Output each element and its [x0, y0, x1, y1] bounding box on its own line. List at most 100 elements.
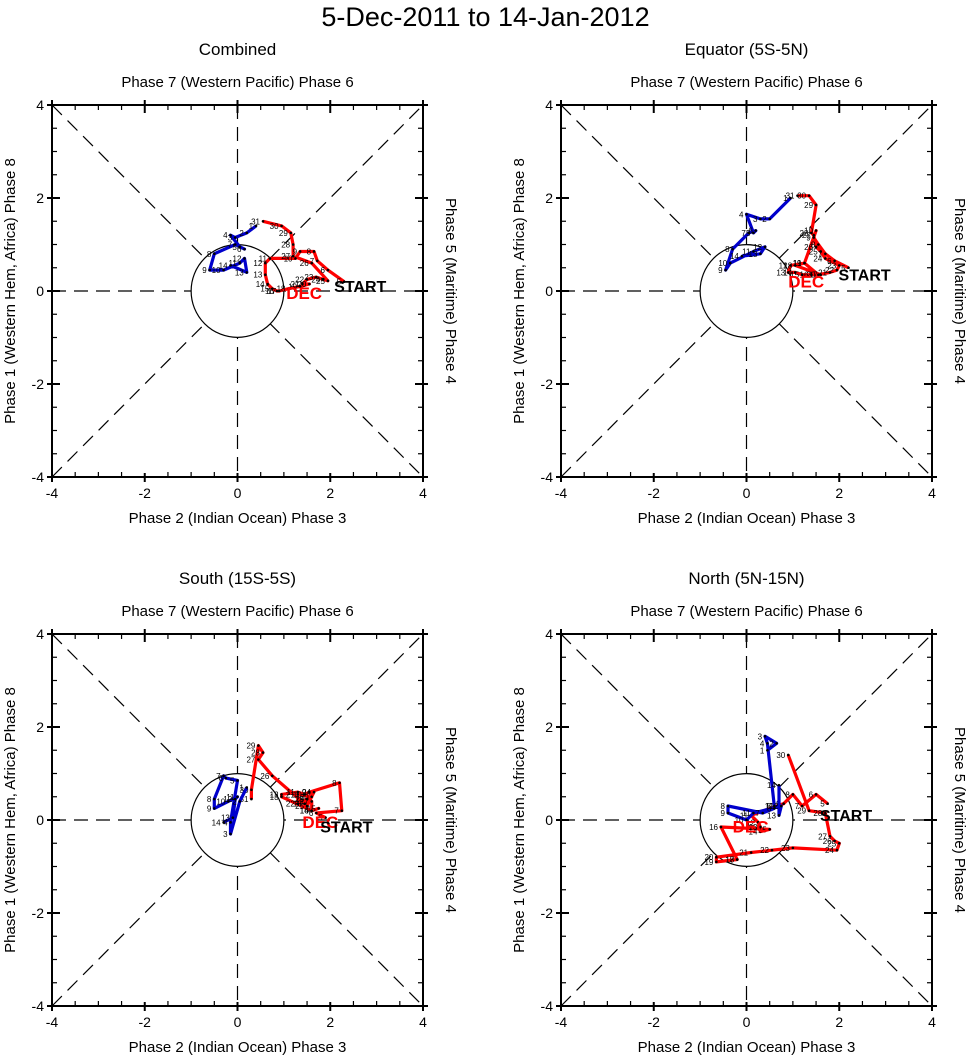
day-label: 11 [286, 788, 295, 797]
day-marker [828, 834, 832, 838]
day-label: 14 [783, 268, 792, 277]
day-label: 23 [827, 261, 836, 270]
day-label: 13 [235, 268, 244, 277]
day-label: 3 [758, 732, 763, 741]
day-marker [296, 793, 300, 796]
day-marker [833, 259, 836, 263]
day-label: 3 [753, 215, 758, 224]
day-label: 19 [295, 795, 304, 804]
day-marker [280, 795, 283, 799]
x-tick-label: -2 [139, 1014, 152, 1030]
day-marker [726, 804, 730, 808]
day-marker [224, 776, 228, 780]
y-tick-label: 2 [36, 190, 44, 206]
day-marker [766, 748, 769, 752]
day-label: 9 [806, 234, 811, 243]
day-label: 12 [779, 261, 788, 270]
day-label: 17 [725, 856, 734, 865]
day-marker [229, 821, 232, 824]
day-marker [291, 243, 295, 246]
day-label: 10 [284, 254, 293, 263]
day-label: 19 [793, 259, 802, 268]
day-label: 17 [809, 271, 818, 280]
day-label: 7 [334, 807, 339, 816]
left-axis-label: Phase 1 (Western Hem, Africa) Phase 8 [511, 158, 528, 424]
day-label: 6 [809, 790, 814, 799]
day-marker [245, 231, 249, 235]
day-label: 10 [735, 816, 744, 825]
y-tick-label: -4 [32, 998, 45, 1014]
x-tick-label: 4 [419, 1014, 427, 1030]
day-marker [213, 797, 216, 801]
day-label: 6 [320, 266, 325, 275]
day-marker [807, 194, 811, 197]
day-marker [824, 257, 827, 260]
day-label: 25 [827, 839, 836, 848]
day-label: 8 [785, 790, 790, 799]
day-label: 7 [818, 250, 823, 259]
day-label: 12 [253, 259, 262, 268]
x-tick-label: 4 [928, 1014, 936, 1030]
day-marker [800, 273, 804, 277]
day-label: 14 [256, 280, 265, 289]
panel-title: North (5N-15N) [688, 569, 804, 588]
y-tick-label: -2 [541, 905, 554, 921]
day-marker [828, 271, 832, 274]
day-marker [294, 257, 297, 260]
day-label: 8 [720, 802, 725, 811]
day-marker [275, 289, 279, 293]
day-marker [301, 282, 304, 286]
day-label: 1 [249, 222, 254, 231]
day-label: 26 [804, 243, 813, 252]
day-label: 12 [746, 818, 755, 827]
day-label: 16 [265, 287, 274, 296]
day-label: 13 [776, 268, 785, 277]
figure-title: 5-Dec-2011 to 14-Jan-2012 [321, 2, 650, 32]
day-label: 11 [740, 811, 749, 820]
day-marker [747, 231, 751, 235]
day-marker [264, 261, 267, 265]
x-tick-label: -2 [139, 485, 152, 501]
day-marker [817, 273, 820, 277]
day-marker [243, 247, 246, 251]
bottom-axis-label: Phase 2 (Indian Ocean) Phase 3 [638, 510, 856, 527]
day-label: 11 [742, 247, 751, 256]
right-axis-label: Phase 5 (Maritime) Phase 4 [951, 198, 968, 384]
day-label: 9 [302, 788, 307, 797]
day-label: 13 [221, 814, 230, 823]
day-marker [837, 264, 841, 267]
y-tick-label: -2 [32, 905, 45, 921]
x-tick-label: 0 [234, 485, 242, 501]
x-tick-label: 2 [835, 485, 843, 501]
day-label: 9 [207, 804, 212, 813]
day-marker [264, 273, 267, 277]
day-marker [759, 825, 762, 829]
day-label: 30 [776, 751, 785, 760]
y-tick-label: 2 [36, 719, 44, 735]
day-label: 7 [228, 241, 233, 250]
day-label: 2 [762, 215, 767, 224]
day-label: 6 [767, 804, 772, 813]
day-marker [233, 236, 237, 239]
day-marker [735, 858, 739, 861]
day-label: 8 [307, 247, 312, 256]
day-label: 7 [310, 257, 315, 266]
day-label: 21 [739, 849, 748, 858]
left-axis-label: Phase 1 (Western Hem, Africa) Phase 8 [511, 687, 528, 953]
day-marker [229, 233, 232, 237]
day-marker [789, 196, 792, 200]
day-label: 11 [742, 809, 751, 818]
day-label: 10 [718, 259, 727, 268]
day-label: 11 [226, 793, 235, 802]
day-label: 28 [800, 229, 809, 238]
day-label: 5 [337, 278, 342, 287]
day-label: 9 [720, 809, 725, 818]
day-marker [775, 741, 778, 745]
x-tick-label: 0 [743, 1014, 751, 1030]
day-label: 15 [758, 825, 767, 834]
day-label: 19 [704, 858, 713, 867]
start-label: START [820, 808, 872, 825]
day-label: 2 [769, 739, 774, 748]
day-label: 22 [760, 846, 769, 855]
